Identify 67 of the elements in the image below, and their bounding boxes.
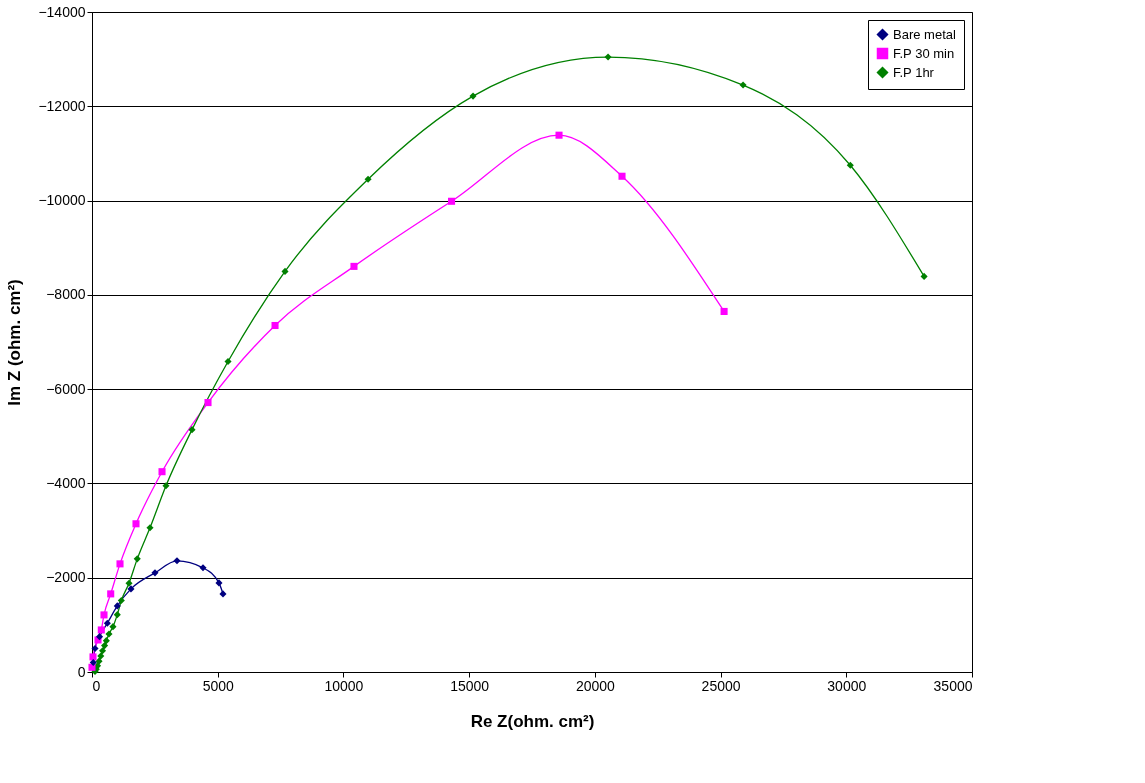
point [215, 579, 223, 587]
legend-label: Bare metal [893, 26, 956, 42]
point [739, 81, 747, 89]
point [109, 623, 117, 631]
legend-label: F.P 30 min [893, 45, 955, 61]
x-tick-label: 30000 [827, 677, 867, 694]
point [846, 161, 854, 169]
y-axis-title: Im Z (ohm. cm²) [5, 279, 25, 406]
point [102, 637, 110, 645]
point [89, 653, 97, 661]
point [105, 630, 113, 638]
point [107, 590, 115, 598]
y-tick-label: −12000 [38, 97, 86, 114]
point [188, 426, 196, 434]
point [199, 564, 207, 572]
x-tick-label: 25000 [701, 677, 741, 694]
point [618, 172, 626, 180]
point [555, 131, 563, 139]
x-tick-label: 15000 [450, 677, 490, 694]
y-tick-label: 0 [77, 663, 86, 680]
y-tick-label: −6000 [46, 380, 86, 397]
point [133, 555, 141, 563]
y-tick-label: −2000 [46, 569, 86, 586]
point [469, 92, 477, 100]
point [117, 597, 125, 605]
legend-label: F.P 1hr [893, 64, 935, 80]
point [91, 644, 99, 652]
point [97, 652, 105, 660]
point [204, 399, 212, 407]
point [125, 579, 133, 587]
x-tick-label: 10000 [324, 677, 364, 694]
point [219, 590, 227, 598]
point [116, 560, 124, 568]
point [281, 267, 289, 275]
point [100, 611, 108, 619]
point [173, 557, 181, 565]
x-tick-label: 5000 [202, 677, 234, 694]
point [132, 520, 140, 528]
y-tick-label: −10000 [38, 192, 86, 209]
point [113, 602, 121, 610]
point [158, 468, 166, 476]
point [146, 524, 154, 532]
y-tick-label: −4000 [46, 474, 86, 491]
point [350, 262, 358, 270]
point [448, 197, 456, 205]
point [113, 611, 121, 619]
point [103, 619, 111, 627]
point [364, 175, 372, 183]
point [99, 647, 107, 655]
point [604, 53, 612, 61]
point [720, 307, 728, 315]
point [95, 657, 103, 665]
point [97, 626, 105, 634]
point [89, 659, 97, 667]
y-tick-label: −14000 [38, 3, 86, 20]
x-tick-label: 0 [92, 677, 101, 694]
point [920, 272, 928, 280]
y-tick-label: −8000 [46, 286, 86, 303]
x-tick-label: 20000 [575, 677, 616, 694]
point [127, 585, 135, 593]
point [224, 357, 232, 366]
point [271, 321, 279, 330]
x-tick-label: 35000 [933, 677, 973, 694]
point [162, 482, 170, 490]
point [101, 642, 109, 650]
x-axis-title: Re Z(ohm. cm²) [470, 711, 595, 731]
point [151, 569, 159, 577]
